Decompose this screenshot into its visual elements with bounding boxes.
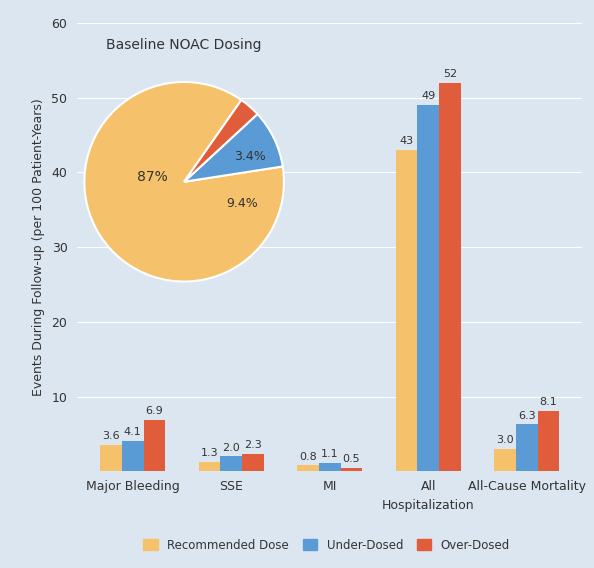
Text: 0.5: 0.5 <box>343 454 360 464</box>
Y-axis label: Events During Follow-up (per 100 Patient-Years): Events During Follow-up (per 100 Patient… <box>31 98 45 396</box>
Wedge shape <box>184 100 257 182</box>
Text: 6.3: 6.3 <box>518 411 535 420</box>
Text: Hospitalization: Hospitalization <box>382 499 475 512</box>
Bar <box>319 463 340 471</box>
Text: 2.3: 2.3 <box>244 441 262 450</box>
Text: 2.0: 2.0 <box>222 442 240 453</box>
Text: 43: 43 <box>399 136 413 146</box>
Bar <box>122 441 144 471</box>
Text: 4.1: 4.1 <box>124 427 141 437</box>
Text: 6.9: 6.9 <box>146 406 163 416</box>
Bar <box>144 420 165 471</box>
Bar <box>538 411 559 471</box>
Title: Baseline NOAC Dosing: Baseline NOAC Dosing <box>106 37 262 52</box>
Text: 87%: 87% <box>137 170 168 184</box>
Text: 49: 49 <box>421 91 435 101</box>
Bar <box>340 467 362 471</box>
Text: 0.8: 0.8 <box>299 452 317 462</box>
Bar <box>396 150 418 471</box>
Bar <box>439 82 461 471</box>
Bar <box>494 449 516 471</box>
Bar <box>100 445 122 471</box>
Text: 52: 52 <box>443 69 457 79</box>
Legend: Recommended Dose, Under-Dosed, Over-Dosed: Recommended Dose, Under-Dosed, Over-Dose… <box>138 534 515 557</box>
Text: 1.3: 1.3 <box>201 448 219 458</box>
Wedge shape <box>184 114 283 182</box>
Bar <box>297 465 319 471</box>
Bar <box>220 457 242 471</box>
Bar <box>198 462 220 471</box>
Bar <box>418 105 439 471</box>
Bar <box>242 454 264 471</box>
Text: 3.4%: 3.4% <box>234 151 266 164</box>
Text: 9.4%: 9.4% <box>226 197 258 210</box>
Bar <box>516 424 538 471</box>
Wedge shape <box>84 82 284 282</box>
Text: 3.6: 3.6 <box>102 431 120 441</box>
Text: 3.0: 3.0 <box>496 435 514 445</box>
Text: 8.1: 8.1 <box>539 397 557 407</box>
Text: 1.1: 1.1 <box>321 449 339 460</box>
